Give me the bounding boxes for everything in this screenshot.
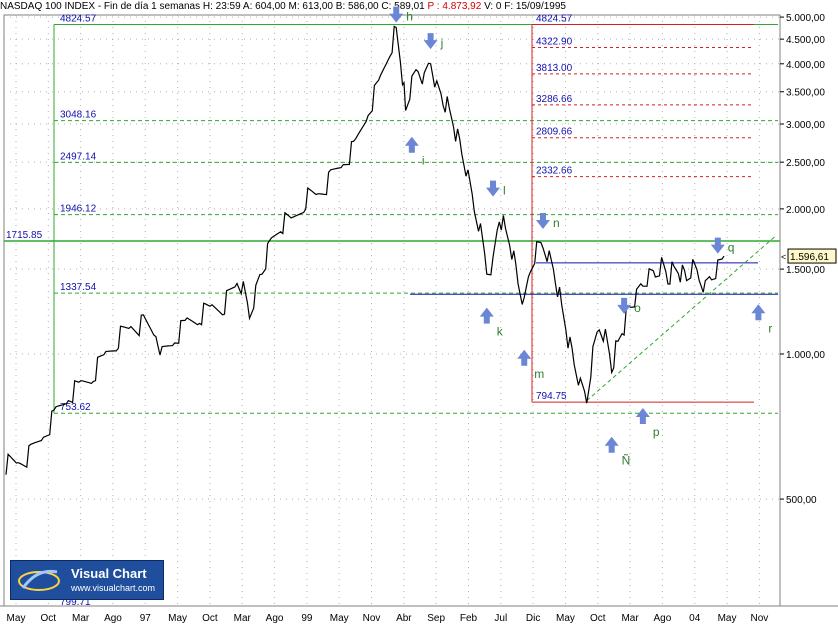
- marker-down-arrow-icon: [617, 297, 632, 314]
- green-level-label: 753.62: [60, 402, 91, 413]
- y-tick-label: 1.000,00: [786, 350, 825, 361]
- y-tick-label: 2.500,00: [786, 158, 825, 169]
- fib-level-label: 3813.00: [536, 63, 573, 74]
- logo-swoosh-icon: [18, 569, 60, 591]
- y-tick-label: 3.000,00: [786, 120, 825, 131]
- y-tick-label: 500,00: [786, 495, 817, 506]
- x-tick-label: Feb: [460, 613, 478, 624]
- x-tick-label: Oct: [590, 613, 606, 624]
- marker-letter: o: [634, 301, 641, 315]
- marker-down-arrow-icon: [389, 6, 404, 23]
- last-price-pointer: <: [781, 252, 786, 262]
- m-label: M: 613,00: [288, 1, 333, 12]
- fib-level-label: 2809.66: [536, 127, 573, 138]
- uptrend-line: [586, 235, 777, 402]
- p-label: P : 4.873,92: [427, 1, 482, 12]
- x-tick-label: 04: [689, 613, 701, 624]
- x-tick-label: Oct: [41, 613, 57, 624]
- x-tick-label: May: [718, 613, 737, 624]
- y-tick-label: 2.000,00: [786, 205, 825, 216]
- green-level-label: 3048.16: [60, 110, 97, 121]
- marker-up-arrow-icon: [604, 436, 619, 453]
- x-tick-label: Dic: [526, 613, 540, 624]
- fib-level-label: 3286.66: [536, 94, 573, 105]
- marker-down-arrow-icon: [486, 180, 501, 197]
- fib-level-label: 4824.57: [536, 14, 573, 25]
- green-level-label: 1337.54: [60, 282, 97, 293]
- green-level-label: 4824.57: [60, 14, 97, 25]
- fib-level-label: 794.75: [536, 391, 567, 402]
- x-tick-label: Nov: [750, 613, 768, 624]
- y-tick-label: 4.000,00: [786, 60, 825, 71]
- y-tick-label: 1.500,00: [786, 265, 825, 276]
- marker-letter: k: [497, 325, 504, 339]
- visual-chart-logo: Visual Chart www.visualchart.com: [10, 560, 164, 600]
- marker-letter: Ñ: [622, 454, 631, 468]
- y-tick-label: 3.500,00: [786, 88, 825, 99]
- x-tick-label: May: [7, 613, 26, 624]
- a-label: A: 604,00: [242, 1, 286, 12]
- chart-header: NASDAQ 100 INDEX - Fin de día 1 semanas …: [0, 0, 566, 14]
- b-label: B: 586,00: [335, 1, 379, 12]
- f-label: F: 15/09/1995: [504, 1, 566, 12]
- marker-letter: h: [406, 10, 413, 24]
- x-tick-label: May: [168, 613, 187, 624]
- marker-up-arrow-icon: [517, 349, 532, 366]
- marker-up-arrow-icon: [751, 304, 766, 321]
- x-tick-label: Abr: [396, 613, 412, 624]
- x-tick-label: Mar: [72, 613, 90, 624]
- marker-up-arrow-icon: [479, 307, 494, 324]
- x-tick-label: Ago: [104, 613, 122, 624]
- x-tick-label: 97: [140, 613, 152, 624]
- x-tick-label: May: [330, 613, 349, 624]
- marker-letter: r: [768, 321, 772, 335]
- marker-down-arrow-icon: [535, 212, 550, 229]
- marker-letter: m: [534, 367, 544, 381]
- marker-up-arrow-icon: [404, 136, 419, 153]
- fib-level-label: 4322.90: [536, 37, 573, 48]
- plot-frame: [3, 14, 781, 607]
- logo-title: Visual Chart: [71, 566, 147, 581]
- x-tick-label: 99: [301, 613, 313, 624]
- marker-letter: p: [653, 425, 660, 439]
- x-tick-label: Nov: [363, 613, 381, 624]
- last-price-label: 1.596,61: [790, 252, 829, 263]
- green-level-label: 2497.14: [60, 151, 97, 162]
- last-price-box: [787, 248, 837, 264]
- green-level-label: 1715.85: [6, 230, 43, 241]
- y-tick-label: 4.500,00: [786, 35, 825, 46]
- x-tick-label: Mar: [621, 613, 639, 624]
- price-line: [5, 25, 725, 475]
- x-tick-label: Sep: [427, 613, 445, 624]
- marker-up-arrow-icon: [635, 407, 650, 424]
- x-tick-label: Ago: [266, 613, 284, 624]
- marker-letter: j: [440, 36, 444, 50]
- x-tick-label: May: [556, 613, 575, 624]
- marker-down-arrow-icon: [710, 237, 725, 254]
- x-tick-label: Oct: [202, 613, 218, 624]
- fib-level-label: 2332.66: [536, 166, 573, 177]
- marker-letter: i: [422, 154, 425, 168]
- marker-down-arrow-icon: [423, 33, 438, 50]
- marker-letter: q: [728, 241, 735, 255]
- x-tick-label: Jul: [494, 613, 507, 624]
- marker-letter: n: [553, 216, 560, 230]
- green-level-label: 1946.12: [60, 204, 97, 215]
- c-label: C: 589,01: [381, 1, 425, 12]
- v-label: V: 0: [484, 1, 502, 12]
- logo-url: www.visualchart.com: [71, 583, 156, 593]
- x-tick-label: Mar: [234, 613, 252, 624]
- x-tick-label: Ago: [654, 613, 672, 624]
- symbol-label: NASDAQ 100 INDEX - Fin de día 1 semanas: [0, 1, 201, 12]
- h-label: H: 23:59: [202, 1, 241, 12]
- bottom-level-label: 799.71: [60, 597, 91, 608]
- marker-letter: l: [503, 184, 506, 198]
- y-tick-label: 5.000,00: [786, 13, 825, 24]
